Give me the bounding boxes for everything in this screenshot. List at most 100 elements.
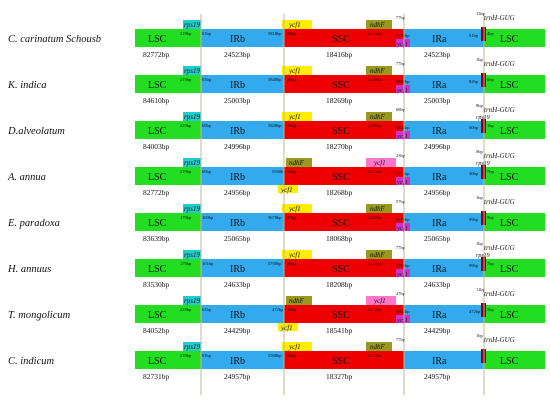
irb-label: IRb	[230, 218, 245, 229]
ycf1-label: ycf1	[288, 251, 301, 259]
rps19-gene	[183, 112, 201, 121]
trnH-right-length: 7bp	[487, 261, 495, 266]
ycf1-label: ycf1	[288, 67, 301, 75]
rps19-right-length: 60bp	[202, 123, 212, 128]
ssc-label: SSC	[332, 356, 350, 367]
ssc-label: SSC	[332, 264, 350, 275]
irb-label: IRb	[230, 126, 245, 137]
ycf1-pseudo-gene	[366, 296, 396, 305]
ycf1-ira-right-length: 40bp	[469, 171, 479, 176]
rps19-left-length: 219bp	[180, 169, 192, 174]
lsc-label-right: LSC	[500, 264, 519, 275]
trnH-label: trnH-GUG	[484, 290, 515, 298]
trnH-label: trnH-GUG	[484, 14, 515, 22]
rps19-right-length: 61bp	[202, 31, 212, 36]
ndhF-left-length: 5560bp	[272, 169, 286, 174]
ycf1-right-length: 87bp	[287, 215, 297, 220]
ycf1-gene	[282, 250, 312, 259]
rps19-label: rps19	[184, 343, 200, 351]
trnH-right-length: 7bp	[487, 169, 495, 174]
ycf1-ira-label: ycf1	[396, 225, 408, 232]
irb-region	[201, 259, 284, 277]
ycf1-gene	[282, 204, 312, 213]
irb-length: 25003bp	[224, 96, 251, 105]
ira-region	[404, 121, 484, 139]
ycf1-right-length: 86bp	[287, 261, 297, 266]
lsc-length: 82772bp	[143, 50, 170, 59]
lsc-region-left	[135, 167, 201, 185]
rps19-left-length: 178bp	[180, 215, 192, 220]
ssc-label: SSC	[332, 218, 350, 229]
ycf1-gene	[282, 20, 312, 29]
trnH-label: trnH-GUG	[484, 60, 515, 68]
rps19-left-length: 218bp	[180, 353, 192, 358]
lsc-region-left	[135, 351, 201, 369]
irb-label: IRb	[230, 80, 245, 91]
ycf1-right-length: 86bp	[287, 353, 297, 358]
ndhF-left-length: 2228bp	[368, 123, 382, 128]
ycf1-ira-right-length: 472bp	[469, 309, 481, 314]
irb-region	[201, 351, 284, 369]
ndhF-right-length: 77bp	[396, 61, 406, 66]
ssc-length: 18268bp	[326, 188, 353, 197]
ira-length: 24429bp	[424, 326, 451, 335]
trnH-left-length: 1bp	[476, 195, 484, 200]
lsc-length: 82731bp	[143, 372, 170, 381]
lsc-label: LSC	[148, 126, 167, 137]
rps19-label: rps19	[184, 159, 200, 167]
ssc-label: SSC	[332, 126, 350, 137]
lsc-region-left	[135, 305, 201, 323]
lsc-length: 83530bp	[143, 280, 170, 289]
ssc-region	[284, 75, 404, 93]
rps19-label: rps19	[184, 21, 200, 29]
species-name: C. carinatum Schousb	[8, 34, 101, 45]
species-name: E. paradoxa	[7, 218, 60, 229]
lsc-label-right: LSC	[500, 126, 519, 137]
ssc-label: SSC	[332, 80, 350, 91]
trnH-left-length: 1bp	[476, 333, 484, 338]
lsc-region-left	[135, 29, 201, 47]
ndhF-gene	[366, 204, 392, 213]
ira-region	[404, 351, 484, 369]
lsc-region-right	[484, 29, 545, 47]
rps19-gene	[183, 296, 201, 305]
ycf1-ira-right-length: 99bp	[469, 263, 479, 268]
ycf1-label: ycf1	[288, 21, 301, 29]
ssc-region	[284, 167, 404, 185]
ycf1-ira-label: ycf1	[396, 87, 408, 94]
lsc-region-right	[484, 75, 545, 93]
ycf1-ira-left-length: 5678bp	[396, 217, 410, 222]
ycf1-ira-gene	[396, 269, 410, 277]
ira-length: 24956bp	[424, 188, 451, 197]
rps19-gene	[183, 204, 201, 213]
ndhF-label: ndhF	[370, 251, 386, 259]
ndhF-right-length: 68bp	[396, 107, 406, 112]
ycf1-pseudo-label: ycf1	[373, 297, 386, 305]
trnH-right-length: 4bp	[487, 31, 495, 36]
irb-length: 24633bp	[224, 280, 251, 289]
ssc-length: 18269bp	[326, 96, 353, 105]
rps19-gene	[183, 20, 201, 29]
ycf1-pseudo-label: ycf1	[373, 159, 386, 167]
ssc-label: SSC	[332, 34, 350, 45]
trnH-left-length: 13bp	[476, 11, 486, 16]
ssc-region	[284, 305, 404, 323]
rps19-gene	[183, 158, 201, 167]
ndhF-label: ndhF	[370, 21, 386, 29]
ycf1-gene	[282, 66, 312, 75]
ndhF-gene	[366, 342, 392, 351]
rps19-label: rps19	[184, 297, 200, 305]
ssc-region	[284, 351, 404, 369]
rps19-label-right: rps19	[476, 161, 490, 167]
ycf1-left-length: 5818bp	[268, 31, 282, 36]
trnH-label: trnH-GUG	[484, 106, 515, 114]
ycf1-gene	[282, 342, 312, 351]
lsc-region-right	[484, 121, 545, 139]
ycf1-ira-label: ycf1	[396, 41, 408, 48]
ndhF-gene	[286, 296, 312, 305]
lsc-region-right	[484, 305, 545, 323]
ssc-region	[284, 29, 404, 47]
ndhF-label: ndhF	[370, 67, 386, 75]
ndhF-left-length: 472bp	[272, 307, 284, 312]
